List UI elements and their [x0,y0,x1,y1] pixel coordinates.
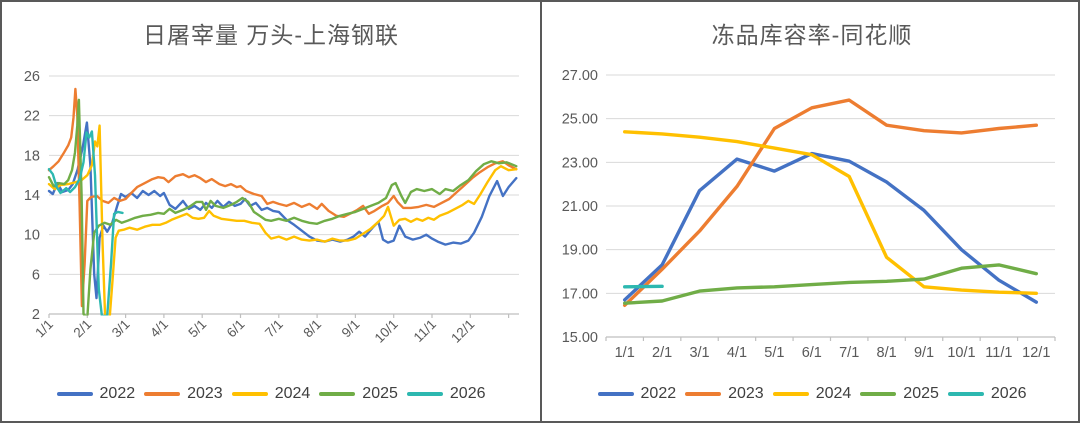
series-line-2024 [47,124,518,316]
x-axis-label: 2/1 [652,345,672,361]
x-axis-label: 6/1 [802,345,822,361]
legend-label: 2026 [449,385,486,402]
legend-item-2024: 2024 [772,385,852,403]
x-axis-label: 8/1 [877,345,897,361]
legend-swatch-2025 [860,392,897,396]
series-line-2023 [47,87,518,308]
legend-item-2025: 2025 [319,385,398,403]
x-axis-label: 1/1 [615,345,635,361]
x-axis-label: 5/1 [764,345,784,361]
right-chart-plot: 15.00 17.00 19.00 21.00 23.00 25.00 27.00 1/1 2/… [562,68,1056,361]
x-axis-label: 7/1 [262,317,286,341]
right-chart-legend: 2022 2023 2024 2025 2026 [542,383,1078,405]
legend-swatch-2022 [56,392,93,396]
y-axis-label: 14 [24,188,40,204]
x-axis-label: 10/1 [372,317,401,346]
series-line-2025 [622,263,1038,305]
legend-label: 2025 [362,385,398,402]
legend-swatch-2026 [947,392,984,396]
legend-item-2024: 2024 [231,385,311,403]
legend-swatch-2023 [685,392,722,396]
legend-label: 2024 [274,385,311,402]
y-axis-label: 2 [32,307,40,323]
series-line-2022 [47,121,518,300]
y-axis-label: 25.00 [562,112,598,128]
legend-item-2022: 2022 [56,385,136,403]
legend-label: 2022 [640,385,677,402]
legend-label: 2023 [728,385,764,402]
series-line-2024 [622,130,1038,295]
right-chart-panel: 冻品库容率-同花顺 15.00 17.00 19.00 21.00 23.00 25.00… [540,2,1078,421]
y-axis-label: 19.00 [562,243,598,259]
x-axis-label: 3/1 [689,345,709,361]
legend-item-2023: 2023 [144,385,223,403]
x-axis-label: 6/1 [224,317,248,341]
y-axis-label: 27.00 [562,68,598,84]
y-axis-label: 17.00 [562,286,598,302]
y-axis-label: 6 [32,267,40,283]
y-axis-label: 15.00 [562,330,598,346]
y-axis-label: 22 [24,109,40,125]
x-axis-label: 11/1 [985,345,1012,361]
y-axis-label: 10 [24,228,40,244]
legend-label: 2026 [990,385,1027,402]
x-axis-label: 5/1 [185,317,209,341]
y-axis-label: 18 [24,148,40,164]
x-axis-label: 3/1 [109,317,133,341]
x-axis-label: 11/1 [411,317,439,345]
x-axis-label: 10/1 [947,345,975,361]
legend-label: 2023 [187,385,223,402]
x-axis-label: 2/1 [71,317,95,341]
legend-label: 2025 [903,385,939,402]
x-axis-label: 4/1 [727,345,747,361]
left-chart-title: 日屠宰量 万头-上海钢联 [142,22,400,48]
legend-label: 2022 [99,385,136,402]
legend-item-2026: 2026 [406,385,486,403]
y-axis-label: 23.00 [562,155,598,171]
x-axis-label: 9/1 [339,317,363,341]
right-chart-title: 冻品库容率-同花顺 [711,22,913,48]
legend-swatch-2022 [597,392,634,396]
series-line-2022 [622,151,1038,304]
x-axis-label: 7/1 [839,345,859,361]
series-line-2023 [622,98,1038,307]
y-axis-label: 26 [24,69,40,85]
x-axis-label: 12/1 [448,317,477,346]
legend-swatch-2025 [319,392,356,396]
legend-swatch-2024 [772,392,809,396]
legend-swatch-2023 [144,392,181,396]
x-axis-label: 4/1 [147,317,171,341]
legend-item-2023: 2023 [685,385,764,403]
legend-label: 2024 [815,385,852,402]
x-axis-label: 8/1 [300,317,324,341]
legend-item-2026: 2026 [947,385,1027,403]
x-axis-label: 9/1 [914,345,934,361]
legend-swatch-2026 [406,392,443,396]
left-chart-legend: 2022 2023 2024 2025 2026 [2,383,540,405]
series-line-2026 [47,130,124,316]
series-line-2026 [622,284,664,289]
legend-swatch-2024 [231,392,268,396]
legend-item-2025: 2025 [860,385,939,403]
y-axis-label: 21.00 [562,199,598,215]
legend-item-2022: 2022 [597,385,677,403]
x-axis-label: 12/1 [1022,345,1050,361]
series-line-2025 [47,98,518,316]
left-chart-panel: 日屠宰量 万头-上海钢联 2 6 10 14 18 22 26 1/1 2/1 3/1 4/1 5/1… [2,2,540,421]
